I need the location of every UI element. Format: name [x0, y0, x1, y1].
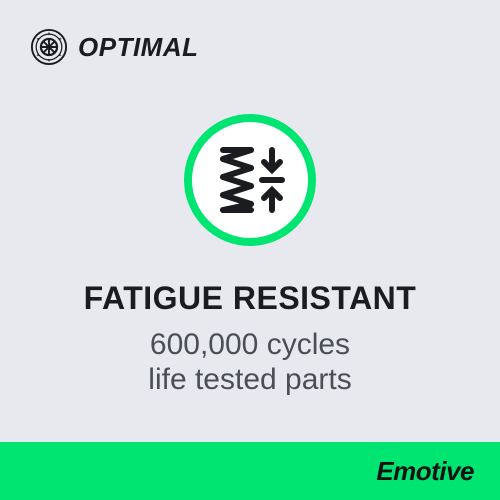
- optimal-logo-text: OPTIMAL: [78, 32, 199, 63]
- optimal-badge-icon: [30, 28, 68, 66]
- feature-icon-circle: [180, 110, 320, 250]
- infographic-card: OPTIMAL: [0, 0, 500, 500]
- footer-bar: Emotive: [0, 442, 500, 500]
- footer-brand-text: Emotive: [376, 456, 474, 487]
- subline-line-2: life tested parts: [148, 363, 351, 396]
- brand-logo: OPTIMAL: [30, 28, 470, 66]
- subline-line-1: 600,000 cycles: [150, 328, 350, 361]
- feature-subline: 600,000 cycles life tested parts: [148, 327, 351, 398]
- feature-headline: FATIGUE RESISTANT: [84, 280, 417, 317]
